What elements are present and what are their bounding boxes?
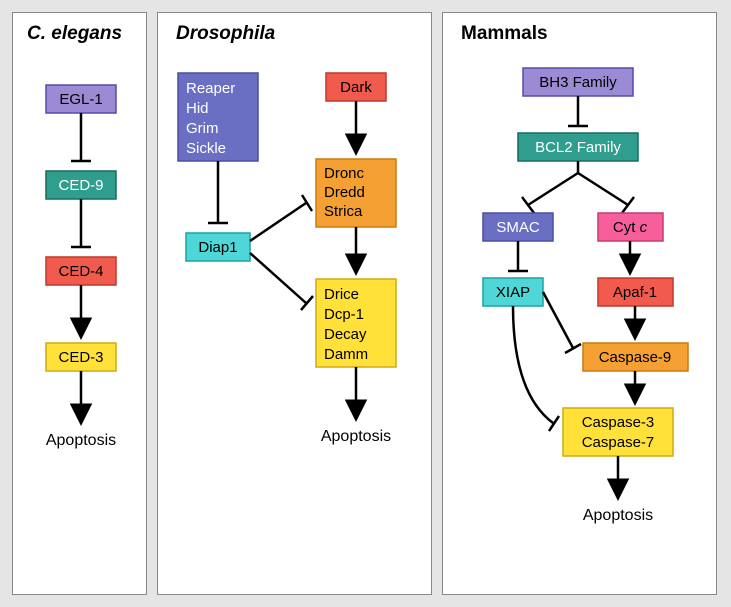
- panel-celegans: C. elegans EGL-1 CED-9 CED-4: [12, 12, 147, 595]
- label-diap1: Diap1: [198, 239, 237, 256]
- label-sickle: Sickle: [186, 140, 226, 157]
- edge-xiap-casp9-bar: [565, 344, 581, 353]
- title-mammals: Mammals: [461, 23, 548, 45]
- edge-diap1-dds-bar: [302, 195, 312, 211]
- edge-xiap-casp37-bar: [549, 416, 559, 431]
- edge-bcl2-smac-bar: [522, 197, 534, 213]
- edge-xiap-casp9: [543, 292, 573, 348]
- label-apoptosis-mm: Apoptosis: [583, 507, 653, 524]
- label-damm: Damm: [324, 346, 368, 363]
- title-celegans: C. elegans: [27, 23, 122, 45]
- label-apaf1: Apaf-1: [613, 284, 657, 301]
- label-cytc: Cyt c: [613, 219, 648, 236]
- label-bcl2: BCL2 Family: [535, 139, 621, 156]
- label-reaper: Reaper: [186, 80, 235, 97]
- title-drosophila: Drosophila: [176, 23, 275, 45]
- label-dredd: Dredd: [324, 184, 365, 201]
- edge-bcl2-smac: [528, 173, 578, 205]
- label-casp9: Caspase-9: [599, 349, 672, 366]
- label-dark: Dark: [340, 79, 372, 96]
- label-dcp1: Dcp-1: [324, 306, 364, 323]
- svg-drosophila: Reaper Hid Grim Sickle Dark Diap1 Dronc …: [158, 13, 433, 594]
- label-xiap: XIAP: [496, 284, 530, 301]
- edge-diap1-ddd-bar: [301, 296, 313, 310]
- label-decay: Decay: [324, 326, 367, 343]
- label-grim: Grim: [186, 120, 219, 137]
- edge-diap1-ddd: [250, 253, 306, 303]
- label-smac: SMAC: [496, 219, 540, 236]
- label-casp3: Caspase-3: [582, 414, 655, 431]
- panel-mammals: Mammals BH3 Family BCL2 Family: [442, 12, 717, 595]
- label-apoptosis-dm: Apoptosis: [321, 428, 391, 445]
- edge-diap1-dds: [250, 203, 306, 241]
- panel-drosophila: Drosophila Reaper Hid Grim Sickle Dark: [157, 12, 432, 595]
- label-ced4: CED-4: [58, 263, 103, 280]
- svg-celegans: EGL-1 CED-9 CED-4 CED-3 Apoptosis: [13, 13, 148, 594]
- label-drice: Drice: [324, 286, 359, 303]
- label-dronc: Dronc: [324, 165, 365, 182]
- label-bh3: BH3 Family: [539, 74, 617, 91]
- label-ced9: CED-9: [58, 177, 103, 194]
- label-strica: Strica: [324, 203, 363, 220]
- label-apoptosis-ce: Apoptosis: [46, 432, 116, 449]
- edge-xiap-casp37: [513, 306, 553, 423]
- figure-container: C. elegans EGL-1 CED-9 CED-4: [0, 0, 731, 607]
- edge-bcl2-cytc-bar: [622, 197, 634, 213]
- svg-mammals: BH3 Family BCL2 Family SMAC Cyt c: [443, 13, 718, 594]
- label-egl1: EGL-1: [59, 91, 102, 108]
- label-casp7: Caspase-7: [582, 434, 655, 451]
- label-ced3: CED-3: [58, 349, 103, 366]
- label-hid: Hid: [186, 100, 209, 117]
- edge-bcl2-cytc: [578, 173, 628, 205]
